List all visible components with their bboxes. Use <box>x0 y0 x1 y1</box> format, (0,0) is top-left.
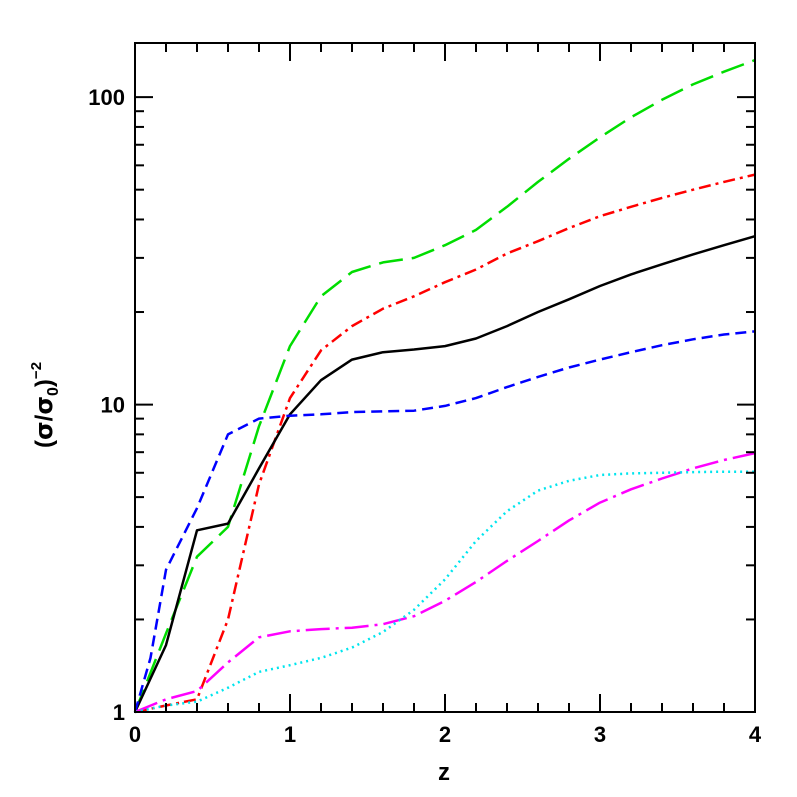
series-line-long-dash <box>133 58 756 713</box>
y-axis-title-exponent: −2 <box>28 362 45 379</box>
y-axis-title: (σ/σ0)−2 <box>28 362 62 448</box>
series-line-short-dash <box>133 330 756 713</box>
y-axis-title-open: ( <box>31 440 58 448</box>
y-axis-title-sigma0: σ <box>30 396 58 415</box>
y-tick-labels: 1 10 100 <box>88 85 125 725</box>
y-axis-title-sigma: σ <box>30 421 58 440</box>
series-layer <box>133 58 756 714</box>
x-tick-label: 0 <box>129 722 141 747</box>
svg-text:(σ/σ0)−2: (σ/σ0)−2 <box>28 362 62 448</box>
y-tick-label: 1 <box>113 700 125 725</box>
y-tick-label: 100 <box>88 85 125 110</box>
x-tick-label: 3 <box>594 722 606 747</box>
x-tick-labels: 0 1 2 3 4 <box>129 722 762 747</box>
y-axis-title-close: ) <box>31 379 58 387</box>
ticks-layer <box>134 43 756 713</box>
plot-frame <box>134 42 756 713</box>
x-axis-title: z <box>438 759 450 786</box>
series-line-long-dash-dot <box>134 451 756 714</box>
series-line-solid <box>133 234 756 713</box>
x-tick-label: 4 <box>749 722 762 747</box>
x-tick-label: 1 <box>284 722 296 747</box>
x-tick-label: 2 <box>439 722 451 747</box>
y-axis-title-sub0: 0 <box>45 387 62 396</box>
series-line-dash-dot <box>134 173 756 714</box>
y-tick-label: 10 <box>101 393 125 418</box>
series-line-dotted <box>134 470 755 714</box>
y-axis-title-slash: / <box>31 414 58 421</box>
